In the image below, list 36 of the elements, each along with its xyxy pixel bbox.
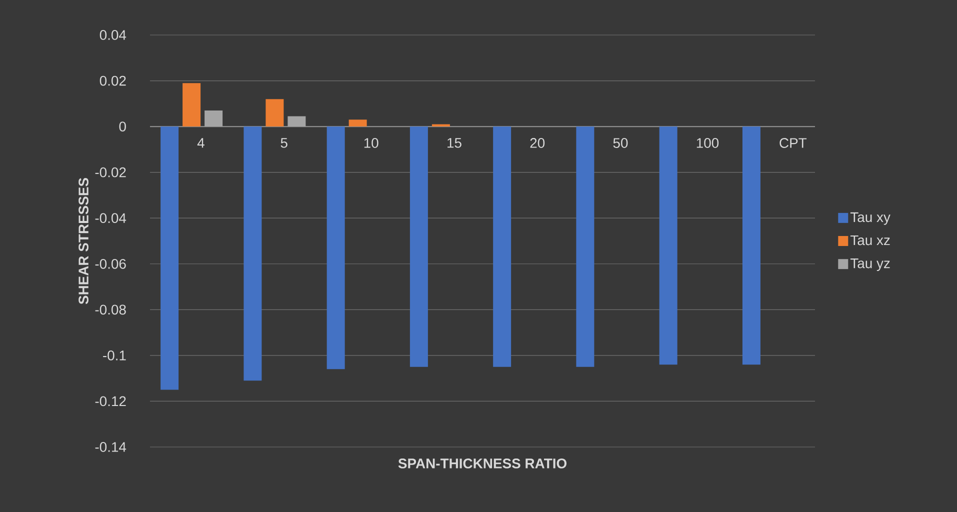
y-tick-label: -0.12	[95, 396, 126, 406]
y-tick-label: 0.02	[100, 76, 126, 86]
bar	[493, 126, 512, 367]
legend-label: Tau xy	[850, 212, 890, 225]
y-tick-label: -0.06	[95, 258, 126, 269]
bar	[244, 126, 262, 381]
x-tick-label: 100	[696, 138, 719, 148]
x-axis-title: SPAN-THICKNESS RATIO	[398, 458, 567, 468]
x-tick-label: 5	[280, 138, 288, 148]
y-tick-label: 0.04	[100, 30, 126, 40]
bar	[659, 126, 678, 365]
bar	[348, 120, 367, 127]
y-tick-label: -0.08	[95, 304, 126, 315]
bar	[266, 99, 284, 127]
x-tick-label: 4	[197, 138, 204, 148]
bar	[160, 126, 179, 390]
bar	[204, 110, 223, 127]
x-tick-label: 50	[613, 138, 628, 148]
y-tick-label: -0.14	[95, 442, 126, 452]
bar	[326, 126, 345, 370]
y-tick-label: -0.1	[103, 350, 126, 360]
x-tick-label: 10	[364, 138, 378, 148]
legend-label: Tau yz	[850, 258, 890, 272]
bar	[576, 126, 594, 367]
bar	[182, 83, 201, 127]
x-tick-label: 15	[448, 138, 462, 148]
legend-label: Tau xz	[850, 235, 890, 246]
bar	[288, 116, 306, 127]
y-tick-label: -0.02	[95, 167, 126, 178]
y-tick-label: -0.04	[95, 213, 126, 224]
x-tick-label: CPT	[780, 138, 807, 148]
bar	[410, 126, 428, 367]
y-tick-label: 0	[119, 122, 126, 132]
y-axis-title: SHEAR STRESSES	[78, 178, 88, 304]
x-tick-label: 20	[530, 138, 545, 148]
bar	[742, 126, 760, 365]
